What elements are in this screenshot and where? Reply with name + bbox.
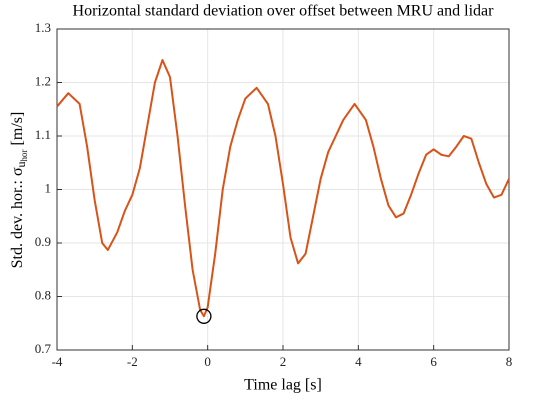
x-tick-label: -2 <box>127 354 138 369</box>
x-tick-label: 6 <box>430 354 437 369</box>
y-label-unit: [m/s] <box>9 112 26 146</box>
y-label-subsub: hor <box>19 149 29 161</box>
y-tick-label: 1 <box>45 180 52 195</box>
y-tick-label: 1.3 <box>35 20 51 35</box>
y-label-text: Std. dev. hor.: σ <box>9 167 26 268</box>
data-line <box>56 59 510 318</box>
y-tick-label: 0.9 <box>35 234 51 249</box>
y-tick-label: 1.1 <box>35 127 51 142</box>
x-axis-label: Time lag [s] <box>244 377 322 394</box>
x-tick-label: 2 <box>280 354 287 369</box>
x-tick-label: 8 <box>506 354 513 369</box>
y-tick-label: 0.8 <box>35 287 51 302</box>
y-axis-label: Std. dev. hor.: σuhor [m/s] <box>9 112 29 269</box>
plot-frame <box>56 28 510 351</box>
x-tick-label: -4 <box>52 354 63 369</box>
x-tick-label: 4 <box>355 354 362 369</box>
x-tick-label: 0 <box>204 354 211 369</box>
y-tick-label: 0.7 <box>35 341 52 356</box>
y-label-sub: u <box>14 161 28 167</box>
chart-title: Horizontal standard deviation over offse… <box>73 3 495 20</box>
min-marker <box>196 308 212 324</box>
y-tick-label: 1.2 <box>35 73 51 88</box>
